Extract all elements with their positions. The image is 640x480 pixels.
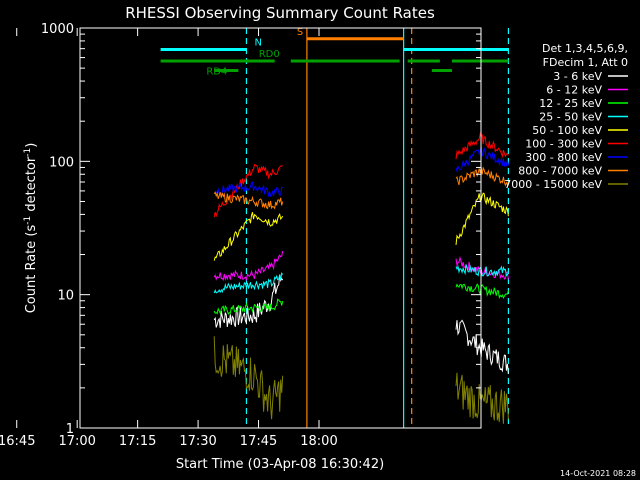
series-line xyxy=(455,372,509,424)
legend-entry-label: 300 - 800 keV xyxy=(525,151,602,164)
x-axis-label: Start Time (03-Apr-08 16:30:42) xyxy=(176,457,384,472)
series-line xyxy=(455,283,509,300)
legend-entry-label: 100 - 300 keV xyxy=(525,138,602,151)
x-tick-label: 17:45 xyxy=(240,434,277,449)
series-line xyxy=(213,298,284,315)
x-tick-label: 18:00 xyxy=(300,434,337,449)
legend-entry-label: 12 - 25 keV xyxy=(539,97,602,110)
axes: 16:45 17:00 17:15 17:30 17:45 18:00 1 10 100 1000 xyxy=(0,22,481,449)
flag-label: RD0 xyxy=(259,49,280,60)
flag-label: S xyxy=(297,27,303,38)
series-line xyxy=(455,132,509,160)
x-tick-label: 16:45 xyxy=(0,434,35,449)
series-line xyxy=(455,192,509,245)
series-line xyxy=(455,264,509,277)
footer-date: 14-Oct-2021 08:28 xyxy=(560,469,636,478)
x-tick-label: 17:30 xyxy=(179,434,216,449)
legend-entry-label: 7000 - 15000 keV xyxy=(504,178,602,191)
y-tick-label: 100 xyxy=(49,155,74,170)
legend-entry-label: 800 - 7000 keV xyxy=(518,165,602,178)
flag-label: RD4 xyxy=(206,67,227,78)
legend-entry-label: 3 - 6 keV xyxy=(553,70,602,83)
series-line xyxy=(213,336,284,420)
plot-frame xyxy=(79,27,482,429)
x-tick-label: 17:00 xyxy=(58,434,95,449)
y-tick-label: 10 xyxy=(57,289,74,304)
legend-entry-label: 6 - 12 keV xyxy=(546,84,602,97)
series-line xyxy=(455,146,509,173)
legend-header: Det 1,3,4,5,6,9, xyxy=(542,42,628,55)
series-line xyxy=(213,212,284,261)
legend-header: FDecim 1, Att 0 xyxy=(543,56,628,69)
plot-area: N S RD0 RD4 xyxy=(160,27,510,428)
x-tick-label: 17:15 xyxy=(119,434,156,449)
series-line xyxy=(213,250,284,282)
series-line xyxy=(455,166,509,187)
legend-entry-label: 25 - 50 keV xyxy=(539,111,602,124)
y-tick-label: 1 xyxy=(66,422,74,437)
legend-entry-label: 50 - 100 keV xyxy=(532,124,602,137)
series-line xyxy=(214,181,283,198)
series-line xyxy=(455,319,509,374)
flag-label: N xyxy=(255,37,262,48)
legend: Det 1,3,4,5,6,9,FDecim 1, Att 03 - 6 keV… xyxy=(504,42,628,191)
series-line xyxy=(213,271,284,294)
series-line xyxy=(213,274,284,328)
chart-title: RHESSI Observing Summary Count Rates xyxy=(125,4,435,22)
series-line xyxy=(213,163,283,218)
y-tick-label: 1000 xyxy=(41,22,74,37)
series-line xyxy=(213,191,284,210)
y-axis-label: Count Rate (s-1 detector-1) xyxy=(23,143,39,314)
